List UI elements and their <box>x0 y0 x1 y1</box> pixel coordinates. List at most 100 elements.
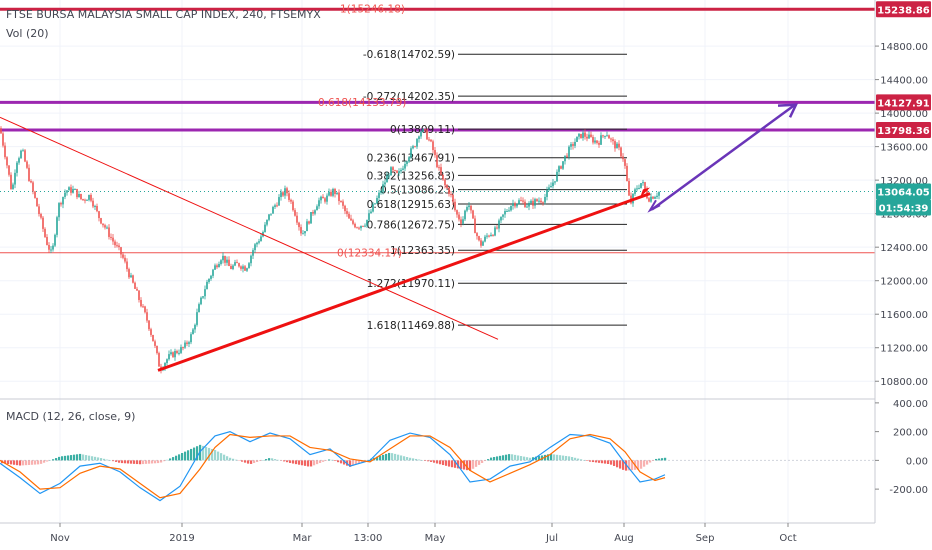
macd-histogram-bar <box>163 460 166 462</box>
candle-body <box>432 141 434 151</box>
candle-body <box>458 214 460 220</box>
macd-histogram-bar <box>367 459 370 461</box>
candle-body <box>452 194 454 202</box>
candle-body <box>136 288 138 291</box>
candle-body <box>332 189 334 196</box>
candle-body <box>76 188 78 198</box>
candle-body <box>354 223 356 228</box>
candle-body <box>626 165 628 182</box>
macd-histogram-bar <box>589 460 592 462</box>
candle-body <box>574 141 576 146</box>
macd-histogram-bar <box>328 459 331 461</box>
candle-body <box>398 171 400 173</box>
macd-histogram-bar <box>340 460 343 464</box>
candle-body <box>298 222 300 228</box>
candle-body <box>212 269 214 276</box>
macd-histogram-bar <box>376 456 379 461</box>
candle-body <box>380 191 382 193</box>
macd-histogram-bar <box>190 448 193 461</box>
candle-body <box>260 236 262 242</box>
macd-histogram-bar <box>535 456 538 461</box>
candle-body <box>78 193 80 198</box>
candle-body <box>524 201 526 208</box>
candle-body <box>146 312 148 321</box>
candle-body <box>134 282 136 289</box>
macd-histogram-bar <box>7 460 10 464</box>
macd-histogram-bar <box>184 451 187 461</box>
macd-histogram-bar <box>319 460 322 463</box>
candle-body <box>602 135 604 137</box>
candle-body <box>326 195 328 202</box>
macd-axis[interactable]: 400.00 200.00 0.00 -200.00 <box>875 399 928 496</box>
price-candles <box>0 126 660 374</box>
macd-histogram-bar <box>214 450 217 461</box>
time-axis[interactable]: Nov 2019 Mar 13:00 May Jul Aug Sep Oct <box>0 522 875 544</box>
candle-body <box>612 139 614 142</box>
candle-body <box>422 129 424 132</box>
candle-body <box>42 217 44 229</box>
trend-drawings <box>0 103 799 372</box>
descending-trendline[interactable] <box>0 116 499 340</box>
candle-body <box>618 143 620 148</box>
candle-body <box>296 215 298 223</box>
candle-body <box>224 255 226 263</box>
macd-histogram-bar <box>394 453 397 461</box>
candle-body <box>658 192 660 196</box>
macd-histogram-bar <box>442 460 445 466</box>
ascending-trendline[interactable] <box>157 192 651 372</box>
candle-body <box>552 182 554 187</box>
candle-body <box>554 181 556 183</box>
fib-level-label: 1(12363.35) <box>390 245 455 257</box>
macd-histogram-bar <box>28 460 31 465</box>
candle-body <box>510 205 512 211</box>
macd-histogram-bar <box>658 458 661 461</box>
candle-body <box>40 214 42 218</box>
candle-body <box>534 199 536 206</box>
candle-body <box>394 170 396 172</box>
candle-body <box>522 200 524 202</box>
candle-body <box>596 140 598 143</box>
candle-body <box>656 195 658 197</box>
price-tick-label: 12400.00 <box>880 243 928 254</box>
candle-body <box>284 188 286 196</box>
volume-label[interactable]: Vol (20) <box>6 27 49 40</box>
candle-body <box>342 201 344 206</box>
symbol-title[interactable]: FTSE BURSA MALAYSIA SMALL CAP INDEX, 240… <box>6 8 321 21</box>
candle-body <box>392 167 394 171</box>
price-tick-label: 14400.00 <box>880 76 928 87</box>
price-axis[interactable]: 10800.00 11200.00 11600.00 12000.00 12400.00… <box>874 0 928 523</box>
candle-body <box>206 281 208 290</box>
candle-body <box>190 334 192 343</box>
macd-histogram-bar <box>46 460 49 462</box>
macd-histogram-bar <box>337 460 340 463</box>
candle-body <box>444 179 446 186</box>
macd-histogram-bar <box>64 455 67 461</box>
candle-body <box>470 205 472 211</box>
price-badge <box>876 122 931 139</box>
candle-body <box>168 354 170 360</box>
candle-body <box>194 324 196 330</box>
candle-body <box>264 224 266 233</box>
macd-histogram-bar <box>187 450 190 461</box>
macd-histogram-bar <box>523 456 526 461</box>
price-tick-label: 11600.00 <box>880 310 928 321</box>
candle-body <box>586 136 588 139</box>
macd-histogram-bar <box>487 459 490 461</box>
candle-body <box>66 190 68 193</box>
macd-label[interactable]: MACD (12, 26, close, 9) <box>6 410 136 423</box>
candle-body <box>276 205 278 207</box>
candle-body <box>350 218 352 221</box>
candle-body <box>440 167 442 175</box>
candle-body <box>278 197 280 206</box>
time-tick-label: Jul <box>545 533 558 544</box>
price-tick-label: 13600.00 <box>880 143 928 154</box>
macd-histogram-bar <box>37 460 40 465</box>
macd-histogram-bar <box>601 460 604 464</box>
candle-body <box>232 265 234 270</box>
projection-arrow[interactable] <box>651 103 796 211</box>
candle-body <box>72 188 74 193</box>
macd-histogram-bar <box>52 459 55 461</box>
macd-histogram-bar <box>493 457 496 461</box>
candle-body <box>200 297 202 305</box>
